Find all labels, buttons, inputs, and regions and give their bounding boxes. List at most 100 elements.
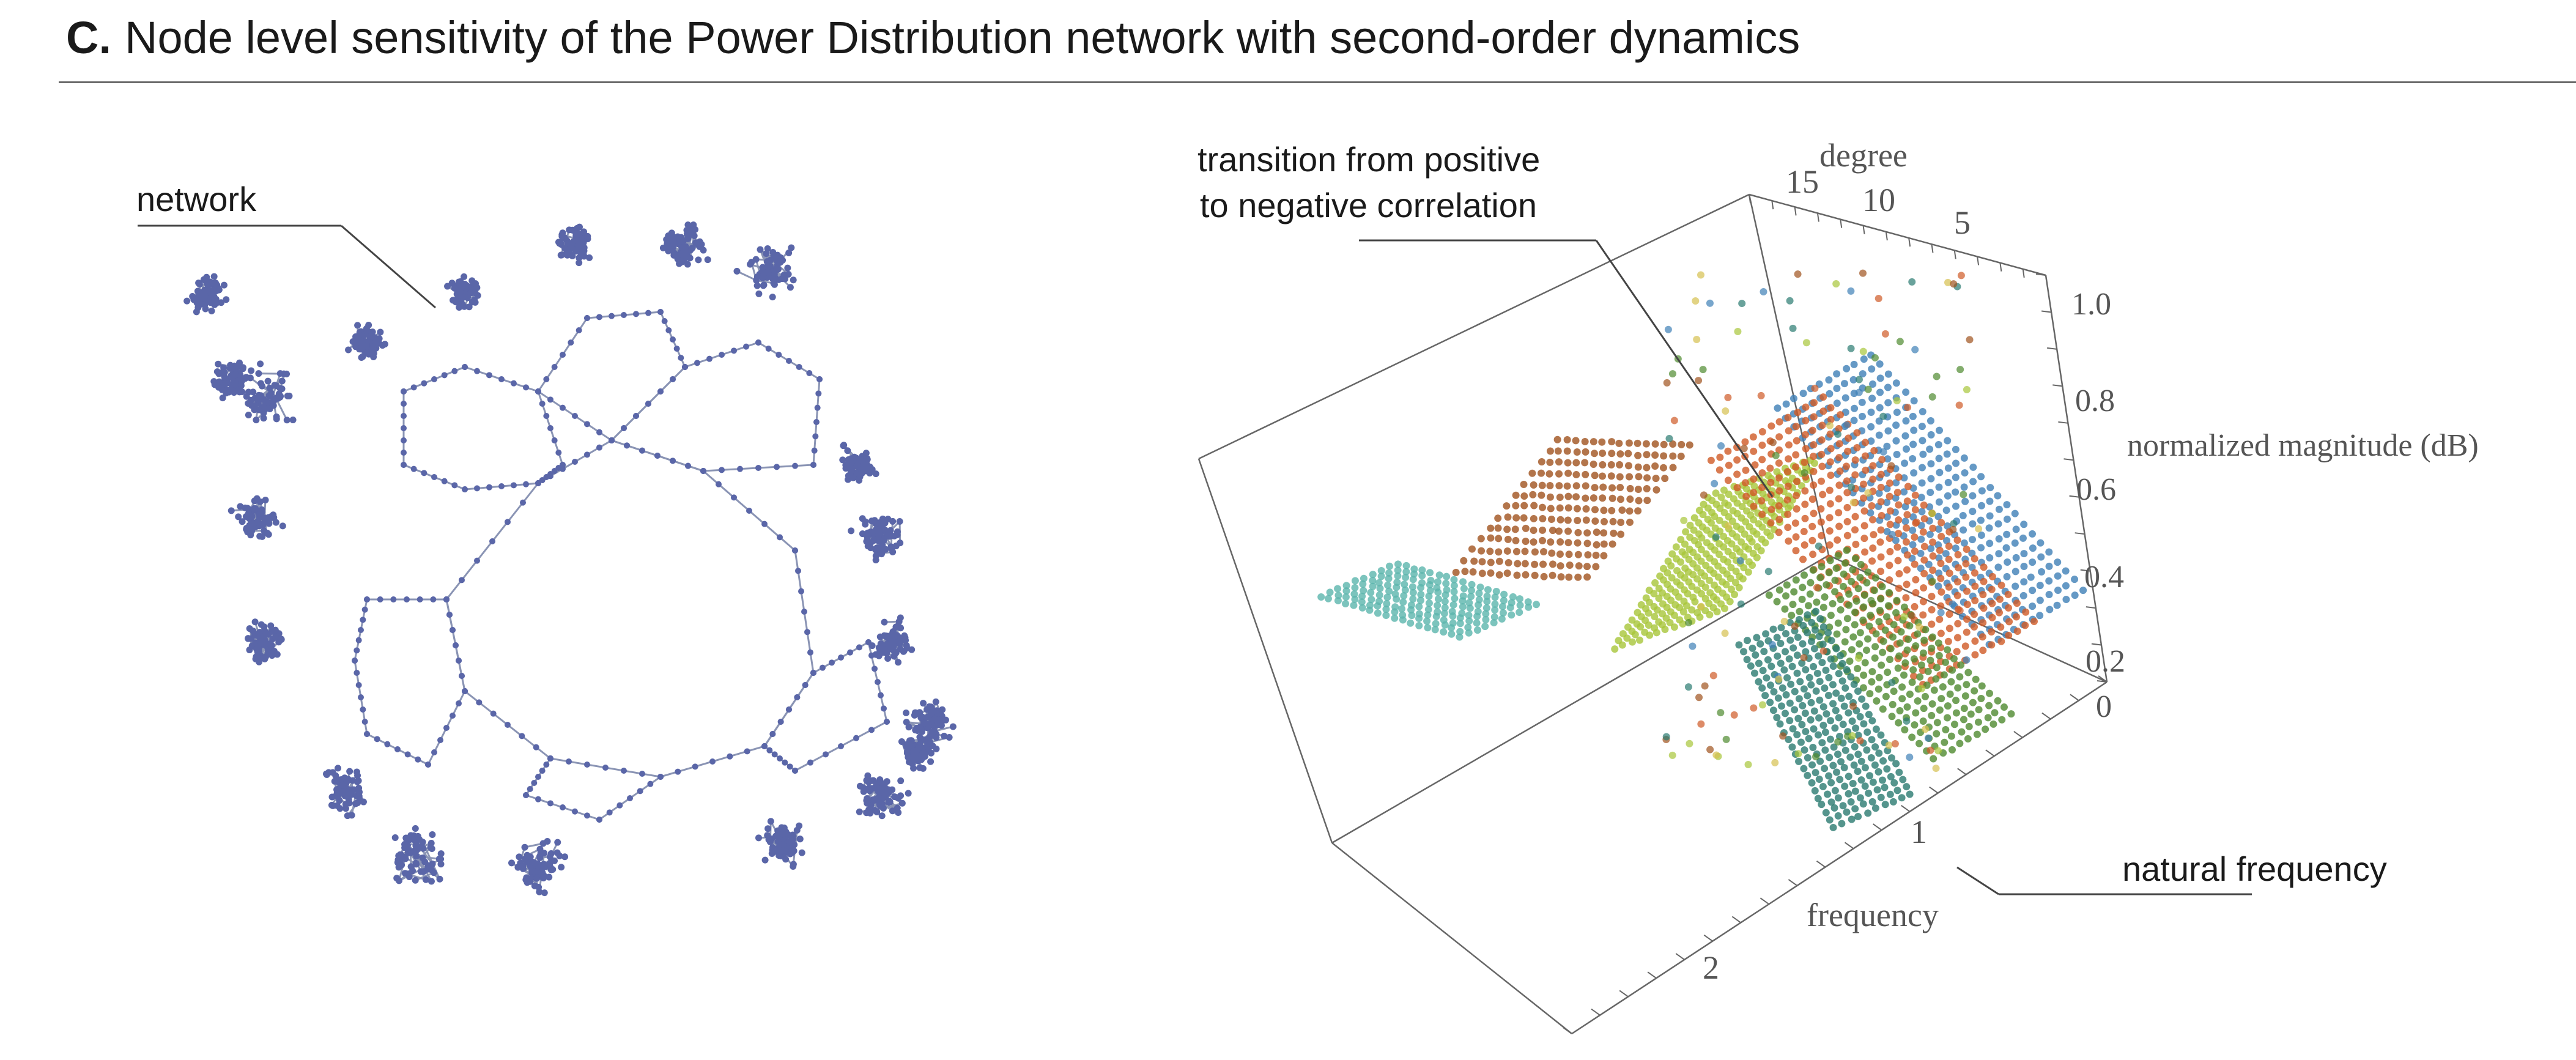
scatter-point xyxy=(1859,684,1867,692)
scatter-point xyxy=(1450,582,1458,590)
network-edge xyxy=(736,270,757,281)
network-node xyxy=(785,831,792,839)
degree-tick-mark xyxy=(1862,225,1865,234)
scatter-point xyxy=(1893,489,1901,497)
scatter-point xyxy=(1659,464,1667,472)
outlier-point xyxy=(1912,518,1920,526)
scatter-point xyxy=(1789,601,1797,609)
scatter-point xyxy=(1784,413,1792,421)
scatter-point xyxy=(1811,626,1819,634)
scatter-point xyxy=(1865,622,1873,630)
scatter-point xyxy=(1857,757,1865,765)
network-node xyxy=(704,256,711,264)
scatter-point xyxy=(1971,651,1979,659)
network-node xyxy=(425,762,431,768)
scatter-point xyxy=(1903,551,1911,559)
scatter-point xyxy=(1850,360,1858,368)
scatter-point xyxy=(1425,599,1433,607)
scatter-point xyxy=(1591,472,1599,480)
scatter-point xyxy=(2054,586,2062,594)
scatter-point xyxy=(1826,458,1834,466)
scatter-point xyxy=(1911,560,1919,568)
network-node xyxy=(257,380,264,387)
scatter-point xyxy=(1410,565,1418,573)
scatter-point xyxy=(1759,667,1767,675)
network-node xyxy=(355,793,363,800)
outlier-point xyxy=(1722,407,1730,415)
scatter-point xyxy=(1851,526,1859,534)
outlier-point xyxy=(1900,613,1908,621)
scatter-point xyxy=(1875,685,1882,693)
network-node xyxy=(346,786,353,793)
network-node xyxy=(225,388,232,396)
scatter-point xyxy=(1886,576,1893,584)
network-node xyxy=(462,364,468,370)
scatter-point xyxy=(1440,609,1448,617)
scatter-point xyxy=(1928,593,1936,601)
scatter-point xyxy=(1875,749,1883,757)
scatter-point xyxy=(1835,495,1843,503)
scatter-point xyxy=(1960,483,1968,491)
scatter-point xyxy=(1845,590,1853,598)
scatter-point xyxy=(1837,694,1845,702)
scatter-point xyxy=(1626,518,1634,526)
scatter-point xyxy=(1664,569,1671,577)
network-node xyxy=(679,244,686,251)
scatter-point xyxy=(1715,466,1723,474)
network-node xyxy=(273,651,281,658)
network-node xyxy=(523,384,529,391)
degree-tick-mark xyxy=(1794,207,1797,216)
scatter-point xyxy=(1903,497,1911,505)
scatter-point xyxy=(1465,611,1473,619)
scatter-point xyxy=(1825,376,1833,384)
scatter-point xyxy=(1871,654,1879,662)
scatter-point xyxy=(1971,610,1978,618)
network-node xyxy=(429,831,436,839)
scatter-point xyxy=(1843,365,1851,372)
network-node xyxy=(807,649,813,656)
outlier-point xyxy=(1928,393,1936,401)
scatter-point xyxy=(1903,511,1911,519)
network-node xyxy=(436,875,443,883)
outlier-point xyxy=(1717,442,1725,450)
scatter-point xyxy=(1774,652,1782,660)
network-node xyxy=(535,774,541,780)
scatter-point xyxy=(1394,572,1402,580)
scatter-point xyxy=(1383,593,1391,601)
scatter-point xyxy=(1401,580,1408,588)
scatter-point xyxy=(1334,591,1342,599)
scatter-point xyxy=(1539,536,1547,544)
scatter-point xyxy=(1934,639,1942,647)
scatter-point xyxy=(1785,441,1793,449)
scatter-point xyxy=(1986,512,1994,520)
scatter-point xyxy=(1717,493,1725,501)
scatter-point xyxy=(1929,566,1937,574)
scatter-point xyxy=(1342,587,1350,595)
degree-tick-mark xyxy=(1977,256,1980,265)
scatter-point xyxy=(1800,528,1808,536)
scatter-point xyxy=(1794,714,1802,722)
scatter-point xyxy=(1860,522,1868,530)
scatter-point xyxy=(1956,673,1964,681)
network-node xyxy=(881,517,889,525)
scatter-point xyxy=(1835,481,1843,489)
scatter-point xyxy=(1963,545,1971,553)
scatter-point xyxy=(1795,757,1803,765)
outlier-point xyxy=(1813,584,1821,591)
scatter-point xyxy=(1845,692,1853,700)
outlier-point xyxy=(1706,746,1714,754)
scatter-point xyxy=(1924,667,1932,675)
scatter-point xyxy=(1783,581,1791,589)
scatter-point xyxy=(1824,629,1832,637)
scatter-point xyxy=(1784,524,1792,532)
scatter-point xyxy=(1788,662,1796,670)
network-node xyxy=(441,478,448,484)
scatter-point xyxy=(1867,612,1875,620)
network-node xyxy=(572,808,578,815)
scatter-point xyxy=(1797,482,1805,490)
scatter-point xyxy=(1651,579,1659,587)
scatter-point xyxy=(1952,488,1960,496)
degree-tick-mark xyxy=(1749,194,1751,204)
scatter-point xyxy=(1911,602,1919,610)
network-node xyxy=(840,442,848,449)
